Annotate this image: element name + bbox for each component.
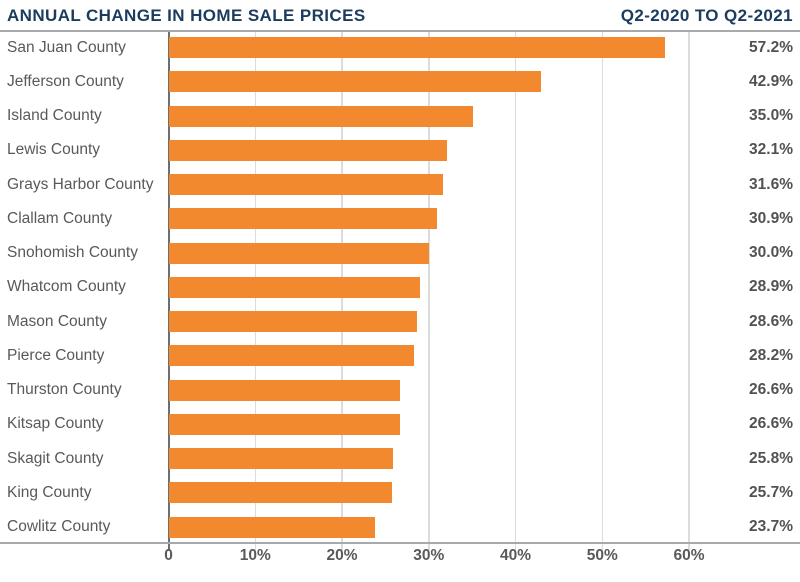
bar [169, 71, 542, 93]
category-label: Thurston County [7, 381, 122, 398]
category-label: San Juan County [7, 38, 126, 56]
chart-period: Q2-2020 TO Q2-2021 [620, 6, 793, 25]
value-label: 23.7% [749, 518, 793, 535]
bar [169, 276, 420, 298]
bar [169, 482, 392, 504]
value-label: 31.6% [749, 175, 793, 193]
bar [169, 174, 444, 195]
gridline-60pct [688, 32, 690, 550]
category-label: Kitsap County [7, 415, 104, 433]
x-tick-label: 30% [413, 547, 445, 564]
value-label: 25.8% [749, 449, 793, 467]
value-label: 42.9% [749, 72, 793, 90]
gridline-50pct [601, 32, 603, 550]
bar [169, 242, 430, 264]
category-label: Island County [7, 107, 102, 124]
y-axis-zero-line [167, 32, 170, 550]
bar [169, 208, 438, 230]
category-label: Lewis County [7, 141, 101, 159]
value-label: 26.6% [749, 415, 793, 433]
chart-title: ANNUAL CHANGE IN HOME SALE PRICES [7, 6, 366, 25]
gridline-30pct [428, 32, 430, 550]
value-label: 30.9% [749, 209, 793, 227]
bar [169, 139, 448, 161]
value-label: 28.9% [749, 278, 793, 296]
bar [169, 311, 418, 332]
bar [169, 37, 666, 58]
category-label: Cowlitz County [7, 518, 111, 535]
bar [169, 413, 400, 435]
x-tick-label: 20% [326, 547, 358, 564]
category-label: Mason County [7, 312, 107, 330]
bar [169, 345, 414, 367]
bar [169, 448, 393, 469]
category-label: King County [7, 483, 92, 501]
category-label: Pierce County [7, 346, 105, 364]
bar [169, 516, 375, 538]
category-label: Clallam County [7, 209, 113, 227]
x-tick-label: 40% [499, 547, 532, 564]
x-tick-label: 0 [164, 547, 173, 564]
value-label: 25.7% [749, 483, 793, 501]
value-label: 26.6% [749, 381, 793, 398]
bar [169, 379, 400, 401]
value-label: 28.2% [749, 346, 793, 364]
bar [169, 105, 473, 127]
value-label: 57.2% [749, 38, 793, 56]
header-divider [0, 30, 800, 32]
value-label: 28.6% [749, 312, 793, 330]
value-label: 30.0% [749, 244, 793, 261]
x-tick-label: 10% [239, 547, 271, 564]
x-tick-label: 60% [673, 547, 705, 564]
x-tick-label: 50% [586, 547, 618, 564]
value-label: 35.0% [749, 107, 793, 124]
x-axis-line [0, 542, 800, 544]
category-label: Snohomish County [7, 244, 138, 261]
value-label: 32.1% [749, 141, 793, 159]
category-label: Jefferson County [7, 72, 124, 90]
category-label: Grays Harbor County [7, 175, 154, 193]
category-label: Whatcom County [7, 278, 126, 296]
gridline-40pct [514, 32, 517, 550]
category-label: Skagit County [7, 449, 104, 467]
